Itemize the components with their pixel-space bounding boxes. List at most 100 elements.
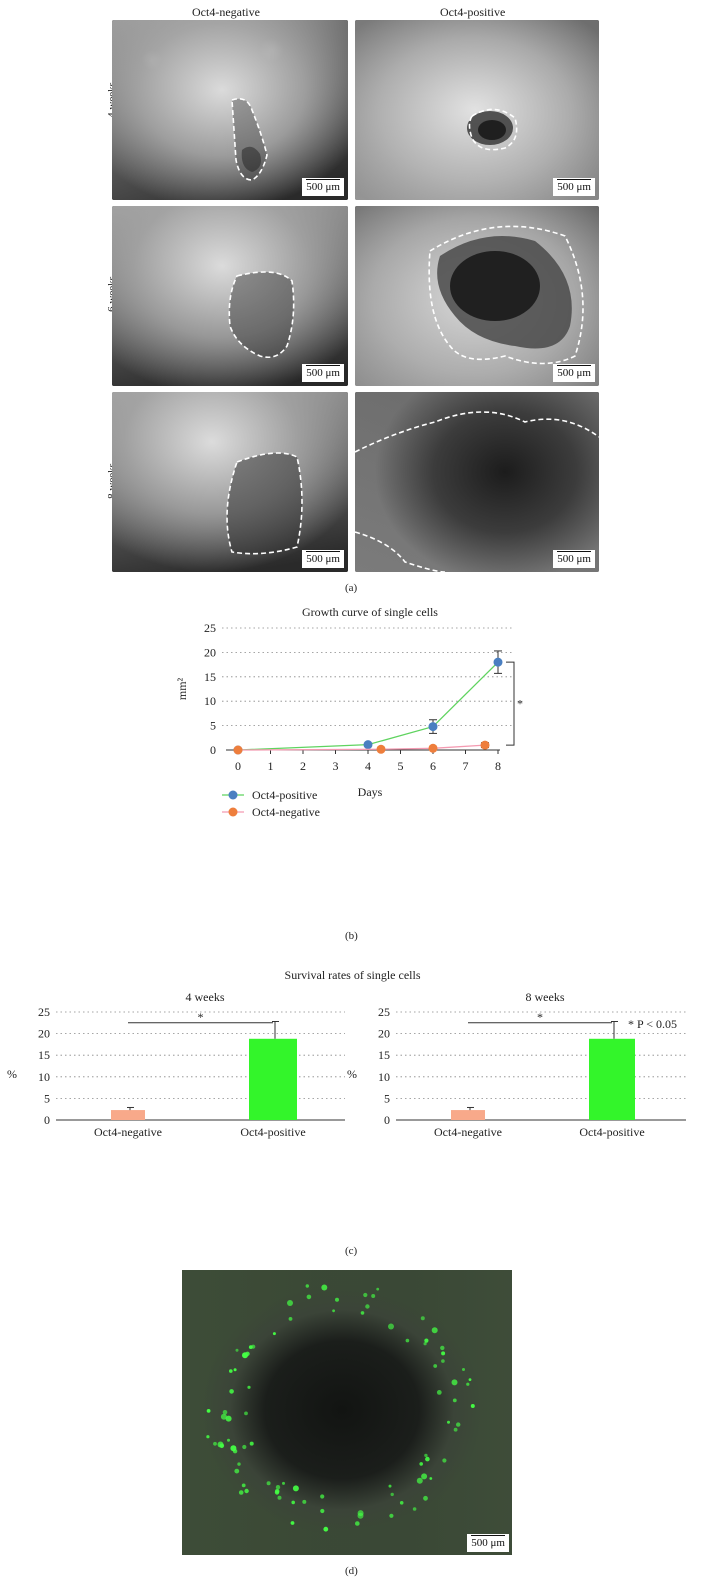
- fluorescent-cell: [220, 1413, 227, 1420]
- fluorescent-cell: [441, 1359, 445, 1363]
- x-tick-label: 0: [235, 759, 241, 773]
- y-tick-label: 20: [378, 1027, 390, 1041]
- micrograph-positive-6-weeks: 500 μm: [355, 206, 599, 386]
- bar-chart-title: 4 weeks: [186, 990, 225, 1004]
- fluorescent-cell: [320, 1494, 325, 1499]
- data-point: [428, 722, 438, 732]
- significance-marker: *: [517, 697, 523, 711]
- fluorescent-cell: [306, 1294, 312, 1300]
- fluorescent-cell: [355, 1521, 360, 1526]
- column-header-oct4-positive: Oct4-positive: [440, 5, 506, 19]
- fluorescent-cell: [225, 1415, 232, 1422]
- fluorescent-cell: [229, 1389, 234, 1394]
- y-tick-label: 5: [384, 1091, 390, 1105]
- legend-marker: [228, 790, 238, 800]
- significance-marker: *: [198, 1010, 204, 1024]
- fluorescent-cell: [244, 1488, 249, 1494]
- bar-oct4-positive: [589, 1038, 635, 1120]
- fluorescent-cell: [412, 1507, 417, 1511]
- y-tick-label: 10: [378, 1070, 390, 1084]
- y-tick-label: 20: [204, 645, 216, 659]
- significance-bracket: [506, 661, 515, 746]
- bar-oct4-positive: [249, 1038, 297, 1120]
- fluorescent-cell: [442, 1458, 447, 1463]
- fluorescent-cell: [363, 1292, 368, 1298]
- fluorescent-cell: [468, 1378, 472, 1381]
- fluorescent-cell: [425, 1456, 430, 1462]
- y-tick-label: 0: [210, 743, 216, 757]
- fluorescent-cell: [206, 1409, 211, 1413]
- fluorescent-cell: [390, 1492, 394, 1497]
- fluorescent-cell: [436, 1390, 442, 1395]
- fluorescent-cell: [272, 1332, 276, 1336]
- y-tick-label: 20: [38, 1027, 50, 1041]
- fluorescent-cell: [282, 1481, 285, 1485]
- fluorescent-cell: [441, 1351, 446, 1356]
- data-point: [493, 657, 503, 667]
- survival-chart-title: Survival rates of single cells: [284, 968, 421, 982]
- x-axis-label: Days: [358, 785, 383, 799]
- fluorescent-cell: [227, 1438, 230, 1442]
- fluorescent-cell: [229, 1369, 233, 1373]
- fluorescent-cell: [274, 1490, 280, 1495]
- scale-bar: 500 μm: [553, 178, 595, 196]
- fluorescent-cell: [232, 1449, 238, 1454]
- fluorescent-cell: [371, 1294, 376, 1298]
- panel-b-label: (b): [345, 930, 358, 942]
- significance-marker: *: [537, 1010, 543, 1024]
- fluorescent-cell: [275, 1485, 281, 1490]
- category-label: Oct4-negative: [94, 1125, 162, 1139]
- fluorescent-cell: [405, 1338, 410, 1343]
- fluorescent-cell: [233, 1368, 237, 1372]
- series-line-oct4-positive: [237, 661, 499, 751]
- fluorescent-cell: [440, 1345, 445, 1351]
- fluorescent-cell: [287, 1300, 293, 1306]
- y-tick-label: 10: [204, 694, 216, 708]
- survival-bar-chart-8-weeks: 8 weeks 0 5 10 15 20 25% Oct4-negative Oct4-posi…: [347, 990, 686, 1139]
- fluorescent-cell: [291, 1500, 295, 1505]
- fluorescent-cell: [424, 1338, 429, 1343]
- fluorescent-cell: [376, 1287, 380, 1291]
- panel-a-label: (a): [345, 582, 358, 594]
- x-tick-label: 2: [300, 759, 306, 773]
- micrograph-negative-8-weeks: 500 μm: [112, 392, 348, 572]
- category-label: Oct4-positive: [579, 1125, 644, 1139]
- x-tick-label: 1: [268, 759, 274, 773]
- x-tick-label: 4: [365, 759, 371, 773]
- fluorescent-cell: [288, 1317, 293, 1321]
- fluorescent-cell: [248, 1345, 253, 1349]
- fluorescent-cell: [235, 1348, 239, 1352]
- micrograph-positive-8-weeks: 500 μm: [355, 392, 599, 572]
- data-point: [376, 744, 386, 754]
- legend-marker: [228, 807, 238, 817]
- panel-c-label: (c): [345, 1245, 358, 1257]
- fluorescent-cell: [451, 1379, 458, 1386]
- fluorescent-cell: [357, 1510, 364, 1517]
- y-tick-label: 5: [44, 1091, 50, 1105]
- legend-label: Oct4-negative: [252, 805, 320, 819]
- p-value-annotation: * P < 0.05: [628, 1017, 677, 1031]
- micrograph-negative-6-weeks: 500 μm: [112, 206, 348, 386]
- fluorescent-cell: [241, 1483, 246, 1488]
- x-tick-label: 6: [430, 759, 436, 773]
- fluorescent-cell: [456, 1422, 461, 1427]
- data-point: [428, 743, 438, 753]
- fluorescent-cell: [453, 1427, 458, 1432]
- fluorescent-cell: [365, 1304, 370, 1309]
- fluorescent-cell: [323, 1526, 329, 1532]
- fluorescent-cell: [423, 1495, 428, 1501]
- fluorescent-cell: [242, 1444, 247, 1450]
- fluorescent-cell: [290, 1521, 295, 1525]
- fluorescent-cell: [423, 1342, 427, 1346]
- fluorescent-cell: [302, 1499, 307, 1504]
- fluorescent-cell: [431, 1327, 438, 1334]
- data-point: [363, 740, 373, 750]
- y-axis-label: %: [7, 1067, 17, 1081]
- y-tick-label: 15: [38, 1048, 50, 1062]
- y-axis-label: %: [347, 1067, 357, 1081]
- fluorescent-cell: [320, 1508, 325, 1514]
- bar-oct4-negative: [451, 1110, 485, 1120]
- fluorescent-cell: [388, 1323, 394, 1330]
- y-tick-label: 25: [38, 1005, 50, 1019]
- fluorescent-cell: [242, 1352, 248, 1359]
